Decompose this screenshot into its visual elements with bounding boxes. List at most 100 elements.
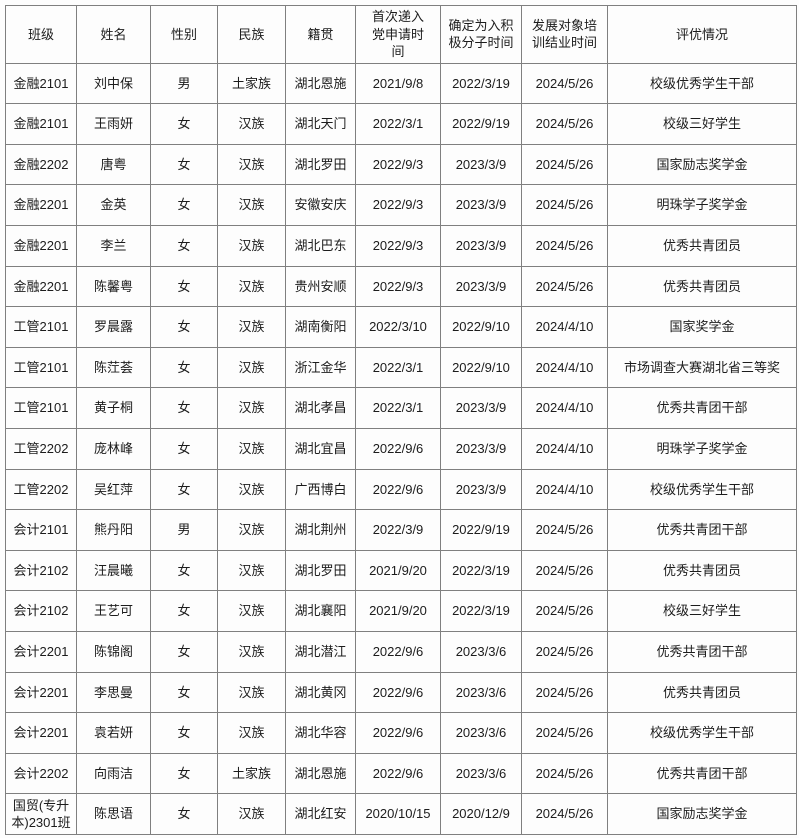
table-row: 工管2101 陈茳荟女汉族 浙江金华 2022/3/1 2022/9/10 2024/4/…: [5, 346, 797, 389]
table-cell: 熊丹阳: [76, 509, 151, 551]
table-cell: 汉族: [217, 346, 286, 389]
table-cell: 国家励志奖学金: [607, 143, 797, 186]
table-cell: 汪晨曦: [76, 549, 151, 592]
table-cell: 汉族: [217, 225, 286, 267]
table-cell: 工管2202: [5, 427, 77, 470]
table-cell: 会计2201: [5, 630, 77, 673]
table-cell: 湖北巴东: [285, 225, 356, 267]
table-cell: 汉族: [217, 509, 286, 551]
table-cell: 2024/4/10: [521, 387, 608, 429]
table-cell: 2023/3/9: [440, 143, 522, 186]
table-cell: 向雨洁: [76, 752, 151, 795]
table-cell: 2022/3/19: [440, 590, 522, 632]
table-cell: 2024/5/26: [521, 671, 608, 714]
table-cell: 金融2201: [5, 184, 77, 227]
table-cell: 湖北华容: [285, 712, 356, 754]
table-cell: 唐粤: [76, 143, 151, 186]
table-cell: 女: [150, 306, 218, 348]
table-cell: 2024/5/26: [521, 793, 608, 835]
table-cell: 2022/9/19: [440, 509, 522, 551]
table-body: 金融2101 刘中保男土家族 湖北恩施 2021/9/8 2022/3/19 2024/5…: [5, 62, 797, 835]
table-cell: 女: [150, 184, 218, 227]
table-cell: 女: [150, 468, 218, 511]
table-cell: 庞林峰: [76, 427, 151, 470]
table-cell: 2023/3/6: [440, 671, 522, 714]
table-row: 国贸(专升本)2301班 陈思语女汉族 湖北红安 2020/10/15 2020/12/…: [5, 793, 797, 835]
table-cell: 2023/3/9: [440, 387, 522, 429]
table-cell: 汉族: [217, 306, 286, 348]
table-row: 会计2102 汪晨曦女汉族 湖北罗田 2021/9/20 2022/3/19 2024/5…: [5, 549, 797, 592]
table-cell: 汉族: [217, 265, 286, 308]
table-cell: 男: [150, 62, 218, 105]
table-cell: 女: [150, 346, 218, 389]
table-cell: 校级优秀学生干部: [607, 712, 797, 754]
table-cell: 湖北黄冈: [285, 671, 356, 714]
table-cell: 广西博白: [285, 468, 356, 511]
table-cell: 安徽安庆: [285, 184, 356, 227]
table-cell: 2023/3/9: [440, 427, 522, 470]
table-cell: 金融2101: [5, 62, 77, 105]
table-cell: 2023/3/9: [440, 468, 522, 511]
table-cell: 2023/3/6: [440, 752, 522, 795]
table-row: 会计2201 李思曼女汉族 湖北黄冈 2022/9/6 2023/3/6 2024/5/2…: [5, 671, 797, 714]
table-header: 班级 姓名 性别 民族 籍贯 首次递入 党申请时 间确定为入积 极分子时间 发展对象培 训结…: [5, 5, 797, 64]
table-cell: 湖北宜昌: [285, 427, 356, 470]
table-cell: 2023/3/6: [440, 630, 522, 673]
table-cell: 湖北罗田: [285, 549, 356, 592]
table-row: 金融2202 唐粤女汉族 湖北罗田 2022/9/3 2023/3/9 2024/5/26…: [5, 143, 797, 186]
table-cell: 2022/9/6: [355, 712, 441, 754]
table-cell: 2024/5/26: [521, 184, 608, 227]
table-row: 会计2201 陈锦阁女汉族 湖北潜江 2022/9/6 2023/3/6 2024/5/2…: [5, 630, 797, 673]
student-roster-table: 班级 姓名 性别 民族 籍贯 首次递入 党申请时 间确定为入积 极分子时间 发展对象培 训结…: [5, 5, 797, 835]
table-cell: 女: [150, 752, 218, 795]
column-header: 评优情况: [607, 5, 797, 64]
table-cell: 工管2101: [5, 306, 77, 348]
table-cell: 汉族: [217, 712, 286, 754]
table-cell: 湖北孝昌: [285, 387, 356, 429]
table-cell: 2023/3/9: [440, 265, 522, 308]
table-cell: 优秀共青团员: [607, 265, 797, 308]
table-cell: 汉族: [217, 793, 286, 835]
table-cell: 金融2101: [5, 103, 77, 145]
table-cell: 2022/9/6: [355, 671, 441, 714]
table-cell: 市场调查大赛湖北省三等奖: [607, 346, 797, 389]
table-row: 工管2202 吴红萍女汉族 广西博白 2022/9/6 2023/3/9 2024/4/1…: [5, 468, 797, 511]
table-cell: 女: [150, 143, 218, 186]
table-row: 金融2201 李兰女汉族 湖北巴东 2022/9/3 2023/3/9 2024/5/26…: [5, 225, 797, 267]
table-cell: 王雨妍: [76, 103, 151, 145]
table-cell: 优秀共青团干部: [607, 630, 797, 673]
table-cell: 汉族: [217, 387, 286, 429]
table-row: 工管2101 黄子桐女汉族 湖北孝昌 2022/3/1 2023/3/9 2024/4/1…: [5, 387, 797, 429]
table-cell: 浙江金华: [285, 346, 356, 389]
table-cell: 吴红萍: [76, 468, 151, 511]
table-row: 会计2201 袁若妍女汉族 湖北华容 2022/9/6 2023/3/6 2024/5/2…: [5, 712, 797, 754]
table-cell: 明珠学子奖学金: [607, 427, 797, 470]
table-row: 工管2202 庞林峰女汉族 湖北宜昌 2022/9/6 2023/3/9 2024/4/1…: [5, 427, 797, 470]
table-cell: 土家族: [217, 62, 286, 105]
table-row: 金融2101 刘中保男土家族 湖北恩施 2021/9/8 2022/3/19 2024/5…: [5, 62, 797, 105]
table-cell: 金英: [76, 184, 151, 227]
table-cell: 汉族: [217, 103, 286, 145]
table-cell: 湖南衡阳: [285, 306, 356, 348]
table-cell: 刘中保: [76, 62, 151, 105]
table-cell: 2024/5/26: [521, 265, 608, 308]
table-cell: 湖北红安: [285, 793, 356, 835]
table-cell: 校级优秀学生干部: [607, 62, 797, 105]
table-cell: 校级三好学生: [607, 590, 797, 632]
table-cell: 2024/5/26: [521, 103, 608, 145]
table-cell: 2024/5/26: [521, 509, 608, 551]
table-cell: 2022/3/19: [440, 549, 522, 592]
table-cell: 湖北恩施: [285, 752, 356, 795]
table-cell: 汉族: [217, 630, 286, 673]
table-cell: 罗晨露: [76, 306, 151, 348]
table-cell: 国家励志奖学金: [607, 793, 797, 835]
table-cell: 2023/3/9: [440, 225, 522, 267]
table-cell: 汉族: [217, 427, 286, 470]
table-cell: 2022/3/19: [440, 62, 522, 105]
table-cell: 李兰: [76, 225, 151, 267]
table-row: 会计2202 向雨洁女土家族 湖北恩施 2022/9/6 2023/3/6 2024/5/…: [5, 752, 797, 795]
table-cell: 2023/3/9: [440, 184, 522, 227]
table-cell: 2022/9/6: [355, 630, 441, 673]
column-header: 班级: [5, 5, 77, 64]
table-cell: 2022/3/9: [355, 509, 441, 551]
